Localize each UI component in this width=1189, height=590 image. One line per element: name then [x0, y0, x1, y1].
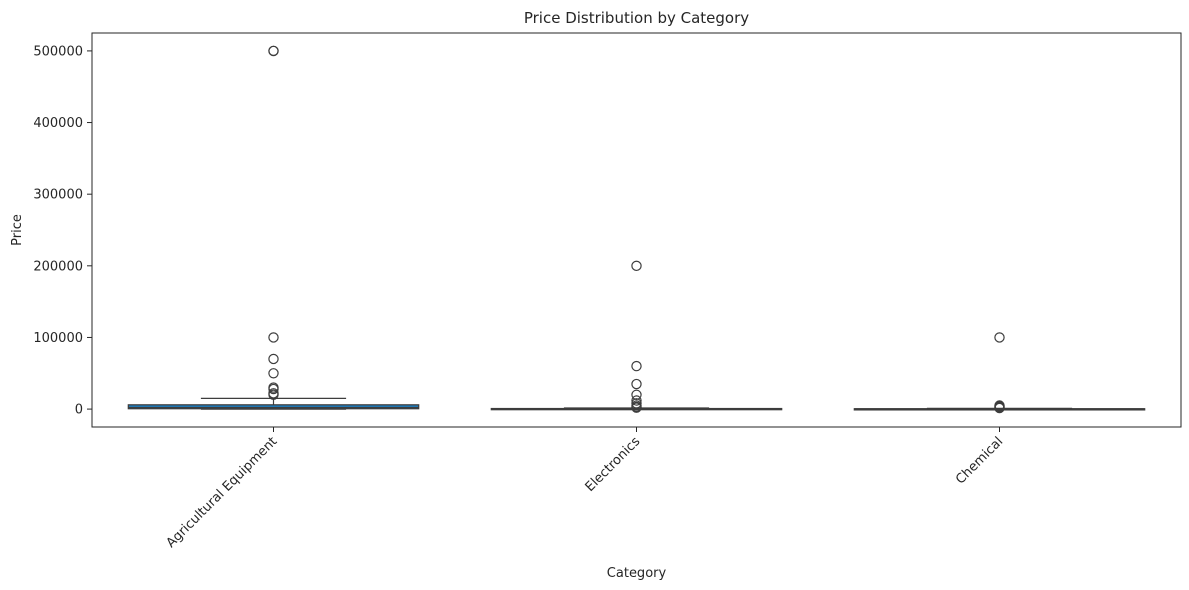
outlier-point: [994, 402, 1005, 414]
outlier-point: [268, 45, 279, 57]
x-axis: Agricultural Equipment Electronics Chemica…: [164, 427, 1006, 551]
y-tick-label: 0: [75, 403, 83, 418]
x-tick-label: Chemical: [953, 434, 1006, 487]
chart-title: Price Distribution by Category: [524, 9, 749, 27]
boxes-layer: [127, 45, 1146, 414]
iqr-box: [127, 404, 420, 410]
x-tick-label: Agricultural Equipment: [164, 434, 281, 551]
y-tick-label: 400000: [33, 116, 83, 131]
y-tick-label: 200000: [33, 259, 83, 274]
x-tick-label: Electronics: [583, 434, 644, 495]
y-tick-label: 100000: [33, 331, 83, 346]
outlier-point: [631, 360, 642, 372]
outlier-point: [631, 389, 642, 400]
x-axis-label: Category: [607, 566, 667, 581]
y-tick-label: 500000: [33, 44, 83, 59]
outlier-point: [268, 368, 279, 379]
outlier-point: [268, 332, 279, 343]
outlier-point: [631, 378, 642, 390]
y-tick-label: 300000: [33, 188, 83, 203]
outlier-point: [268, 389, 279, 400]
plot-frame: [91, 32, 1182, 428]
outlier-point: [631, 395, 642, 406]
outlier-point: [268, 383, 279, 395]
box-group: [853, 332, 1146, 414]
y-axis-label: Price: [10, 214, 25, 246]
y-axis: 0 100000 200000 300000 400000 500000: [33, 44, 92, 418]
box-group: [127, 45, 420, 410]
outlier-point: [631, 402, 642, 413]
outlier-point: [631, 260, 642, 272]
box-group: [490, 260, 783, 413]
outlier-point: [994, 332, 1005, 343]
outlier-point: [268, 353, 279, 365]
